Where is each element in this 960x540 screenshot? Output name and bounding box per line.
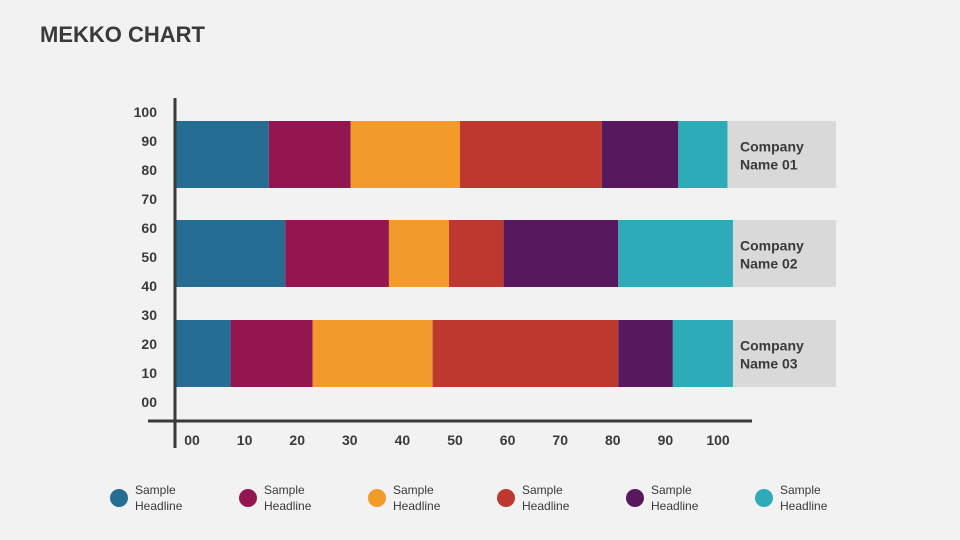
legend-label: Sample Headline [393,483,441,513]
bar-segment [176,220,286,287]
legend-item: Sample Headline [497,478,582,518]
x-tick-label: 00 [184,432,200,448]
y-tick-label: 40 [141,278,157,294]
legend-swatch [368,489,386,507]
y-tick-label: 30 [141,307,157,323]
chart-title: MEKKO CHART [40,22,205,47]
y-tick-label: 50 [141,249,157,265]
y-tick-label: 80 [141,162,157,178]
legend-item: Sample Headline [239,478,324,518]
y-tick-label: 20 [141,336,157,352]
legend-item: Sample Headline [755,478,840,518]
bar-segment [449,220,504,287]
x-tick-label: 100 [706,432,730,448]
legend-swatch [110,489,128,507]
x-tick-label: 70 [552,432,568,448]
mekko-chart: Company Name 01 Company Name 02 Company Name … [134,98,836,448]
category-label: Company Name 01 [740,139,804,173]
legend-swatch [626,489,644,507]
legend-swatch [497,489,515,507]
bar-segment [678,121,728,188]
bar-segment [388,220,449,287]
category-label-box [722,220,836,287]
bar-segment [432,320,619,387]
bar-segment [268,121,351,188]
x-tick-label: 80 [605,432,621,448]
bar-segment [503,220,619,287]
category-label: Company Name 02 [740,238,804,272]
x-tick-label: 50 [447,432,463,448]
bar-segment [459,121,602,188]
legend-item: Sample Headline [368,478,453,518]
x-tick-label: 60 [500,432,516,448]
legend-item: Sample Headline [110,478,195,518]
legend-swatch [239,489,257,507]
y-tick-label: 60 [141,220,157,236]
category-label-box [722,320,836,387]
bar-segment [312,320,433,387]
x-tick-label: 20 [289,432,305,448]
bar-segment [176,121,269,188]
legend-swatch [755,489,773,507]
legend-label: Sample Headline [651,483,699,513]
category-label-box [722,121,836,188]
bar-segment [618,220,733,287]
bar-segment [285,220,389,287]
bar-segment [176,320,231,387]
y-tick-label: 00 [141,394,157,410]
bar-segment [618,320,673,387]
legend-label: Sample Headline [264,483,312,513]
legend-label: Sample Headline [135,483,183,513]
x-tick-label: 30 [342,432,358,448]
bar-segment [672,320,733,387]
x-tick-label: 90 [658,432,674,448]
y-tick-label: 70 [141,191,157,207]
legend-label: Sample Headline [780,483,828,513]
chart-legend: Sample Headline Sample Headline Sample H… [0,478,960,518]
x-tick-label: 40 [395,432,411,448]
bar-segment [350,121,460,188]
y-tick-label: 100 [134,104,158,120]
legend-item: Sample Headline [626,478,711,518]
y-tick-label: 10 [141,365,157,381]
x-tick-label: 10 [237,432,253,448]
bar-segment [230,320,313,387]
bar-segment [601,121,679,188]
category-label: Company Name 03 [740,338,804,372]
legend-label: Sample Headline [522,483,570,513]
y-tick-label: 90 [141,133,157,149]
